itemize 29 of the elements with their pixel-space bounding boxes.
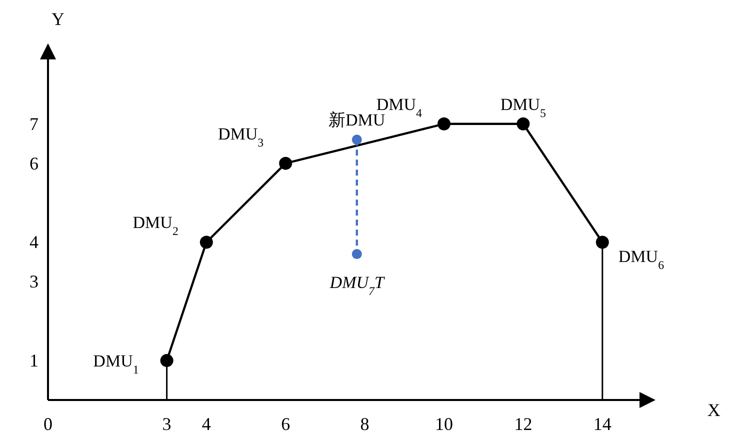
y-tick-label: 1 [30,350,38,371]
point [596,236,609,249]
annotation: DMU$_{7}$T [328,273,386,298]
x-tick-label: 0 [44,414,52,433]
x-tick-label: 3 [162,414,172,433]
x-tick-label: 12 [514,414,532,433]
x-tick-label: 14 [593,414,612,433]
y-tick-label: 7 [30,114,38,134]
y-tick-label: 3 [30,272,38,292]
y-axis-title: Y [52,9,64,29]
point [516,117,530,130]
annotation: DMU$_{5}$ [500,94,546,120]
y-tick-label: 6 [30,153,38,174]
point [438,117,450,130]
point [279,156,292,170]
x-tick-label: 4 [202,414,211,433]
x-tick-label: 6 [281,414,290,433]
x-axis-title: X [707,400,720,420]
x-tick-label: 8 [360,414,370,433]
y-tick-label: 4 [30,232,38,252]
point [352,134,362,145]
annotation: DMU$_{6}$ [618,247,664,272]
point [160,354,174,368]
point [200,236,213,249]
x-tick-label: 10 [435,414,453,433]
annotation: DMU$_{3}$ [218,124,264,150]
point [352,249,362,260]
annotation: DMU$_{1}$ [93,352,139,377]
annotation: DMU$_{2}$ [132,213,178,238]
